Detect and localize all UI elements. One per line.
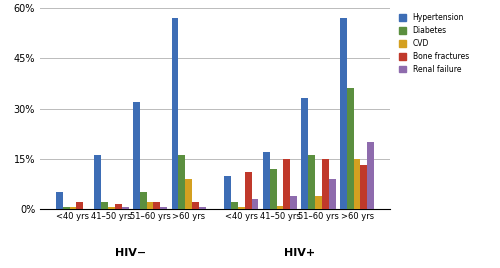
Bar <box>160 207 167 209</box>
Bar <box>302 99 308 209</box>
Bar <box>263 152 270 209</box>
Bar <box>340 18 347 209</box>
Bar <box>76 202 83 209</box>
Bar <box>245 172 252 209</box>
Bar <box>224 176 231 209</box>
Bar <box>308 155 315 209</box>
Bar <box>94 155 102 209</box>
Bar <box>102 202 108 209</box>
Bar <box>231 202 238 209</box>
Bar <box>115 204 121 209</box>
Bar <box>347 88 354 209</box>
Bar <box>178 155 185 209</box>
Bar <box>172 18 178 209</box>
Bar <box>62 207 70 209</box>
Bar <box>290 196 297 209</box>
Bar <box>354 159 360 209</box>
Bar <box>360 166 368 209</box>
Bar <box>368 142 374 209</box>
Bar <box>252 199 258 209</box>
Bar <box>108 207 115 209</box>
Bar <box>328 179 336 209</box>
Bar <box>185 179 192 209</box>
Text: HIV−: HIV− <box>115 248 146 258</box>
Bar <box>192 202 199 209</box>
Bar <box>238 207 245 209</box>
Bar <box>146 202 154 209</box>
Text: HIV+: HIV+ <box>284 248 315 258</box>
Bar <box>315 196 322 209</box>
Bar <box>154 202 160 209</box>
Bar <box>322 159 328 209</box>
Bar <box>270 169 276 209</box>
Bar <box>284 159 290 209</box>
Bar <box>133 102 140 209</box>
Bar <box>276 206 283 209</box>
Bar <box>140 192 146 209</box>
Bar <box>199 207 205 209</box>
Legend: Hypertension, Diabetes, CVD, Bone fractures, Renal failure: Hypertension, Diabetes, CVD, Bone fractu… <box>398 12 470 75</box>
Bar <box>70 207 76 209</box>
Bar <box>122 207 128 209</box>
Bar <box>56 192 62 209</box>
